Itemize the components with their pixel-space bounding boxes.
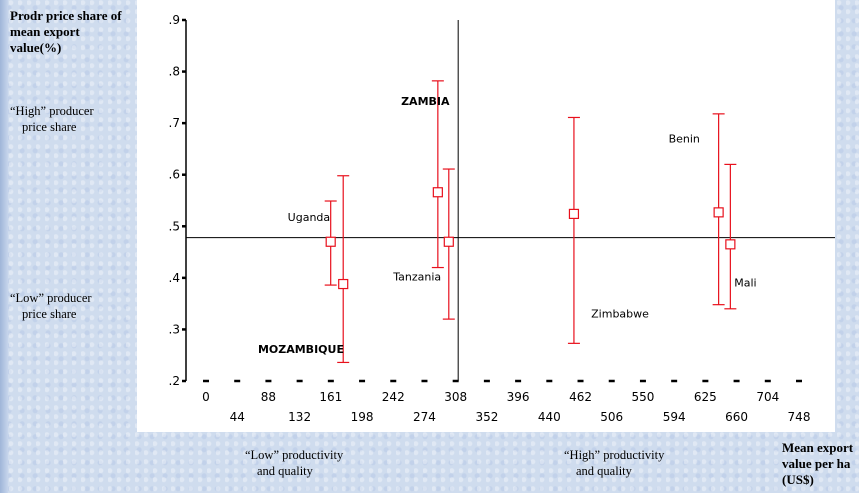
- x-tick-label: 550: [631, 390, 654, 404]
- y-tick-label: .6: [169, 168, 180, 182]
- y-tick-label: .3: [169, 322, 180, 336]
- x-tick-label: 0: [202, 390, 210, 404]
- low-productivity-line1: “Low” productivity: [245, 448, 344, 462]
- error-bar: [712, 113, 725, 306]
- low-price-line2: price share: [22, 307, 77, 321]
- mean-marker: [713, 207, 724, 218]
- country-label: Uganda: [288, 211, 330, 224]
- y-tick-label: .9: [169, 13, 180, 27]
- country-label: Benin: [669, 133, 700, 146]
- x-tick-label: 660: [725, 410, 748, 424]
- x-tick-label: 274: [413, 410, 436, 424]
- high-price-line2: price share: [22, 120, 77, 134]
- chart-svg: .2 .3 .4 .5 .6 .7 .8 .9 0 44 88 132 161 198 242 274 308 3…: [169, 13, 835, 424]
- chart-panel: .2 .3 .4 .5 .6 .7 .8 .9 0 44 88 132 161 198 242 274 308 3…: [137, 0, 835, 432]
- error-bar: [724, 163, 737, 310]
- mean-marker: [443, 236, 454, 247]
- x-tick-label: 440: [538, 410, 561, 424]
- left-border-strip: [0, 0, 8, 493]
- high-productivity-line2: and quality: [576, 464, 632, 478]
- mean-marker: [568, 208, 580, 220]
- x-tick-label: 161: [319, 390, 342, 404]
- mean-marker: [325, 236, 336, 247]
- low-productivity-line2: and quality: [257, 464, 313, 478]
- y-tick-label: .7: [169, 116, 180, 130]
- y-tick-label: .4: [169, 271, 180, 285]
- mean-marker: [432, 187, 443, 198]
- x-tick-label: 198: [351, 410, 374, 424]
- country-label: Zimbabwe: [591, 308, 649, 321]
- x-tick-label: 396: [507, 390, 530, 404]
- country-label: ZAMBIA: [401, 95, 450, 108]
- y-tick-label: .8: [169, 65, 180, 79]
- y-axis-title: Prodr price share of mean export value(%…: [10, 8, 122, 55]
- low-productivity-note: “Low” productivity and quality: [245, 447, 343, 479]
- x-tick-label: 88: [261, 390, 276, 404]
- x-tick-label: 506: [600, 410, 623, 424]
- x-axis-title: Mean export value per ha (US$): [782, 440, 854, 487]
- error-bar: [442, 168, 455, 320]
- country-label: MOZAMBIQUE: [258, 343, 344, 356]
- error-bar: [324, 200, 337, 286]
- y-tick-label: .5: [169, 219, 180, 233]
- x-tick-label: 242: [382, 390, 405, 404]
- high-productivity-note: “High” productivity and quality: [564, 447, 664, 479]
- error-bar: [431, 80, 444, 269]
- country-label: Tanzania: [392, 270, 441, 283]
- low-price-line1: “Low” producer: [10, 291, 92, 305]
- mean-marker: [338, 278, 349, 290]
- error-bar: [567, 116, 580, 344]
- high-price-share-note: “High” producer price share: [10, 103, 94, 135]
- x-tick-label: 594: [663, 410, 686, 424]
- x-tick-label: 704: [756, 390, 779, 404]
- x-tick-label: 625: [694, 390, 717, 404]
- x-tick-label: 462: [569, 390, 592, 404]
- high-productivity-line1: “High” productivity: [564, 448, 665, 462]
- mean-marker: [725, 239, 736, 250]
- y-tick-label: .2: [169, 374, 180, 388]
- high-price-line1: “High” producer: [10, 104, 94, 118]
- x-tick-label: 132: [288, 410, 311, 424]
- country-label: Mali: [734, 277, 756, 290]
- x-tick-label: 352: [475, 410, 498, 424]
- x-tick-label: 748: [788, 410, 811, 424]
- x-tick-label: 44: [230, 410, 245, 424]
- error-bar: [337, 175, 350, 364]
- x-tick-label: 308: [444, 390, 467, 404]
- low-price-share-note: “Low” producer price share: [10, 290, 92, 322]
